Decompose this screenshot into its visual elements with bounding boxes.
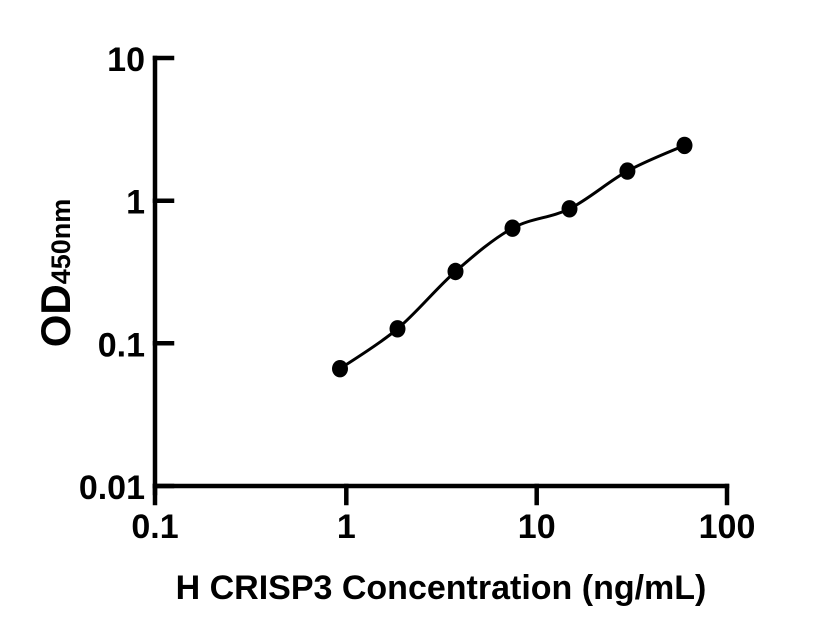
svg-text:OD450nm: OD450nm [32,199,79,348]
svg-text:0.01: 0.01 [79,469,145,507]
svg-text:0.1: 0.1 [131,508,178,546]
svg-text:100: 100 [699,508,756,546]
svg-text:1: 1 [337,508,356,546]
svg-text:10: 10 [518,508,556,546]
svg-text:H CRISP3 Concentration (ng/mL): H CRISP3 Concentration (ng/mL) [176,569,707,607]
svg-text:0.1: 0.1 [98,326,145,364]
svg-text:10: 10 [107,41,145,79]
svg-text:1: 1 [126,184,145,222]
